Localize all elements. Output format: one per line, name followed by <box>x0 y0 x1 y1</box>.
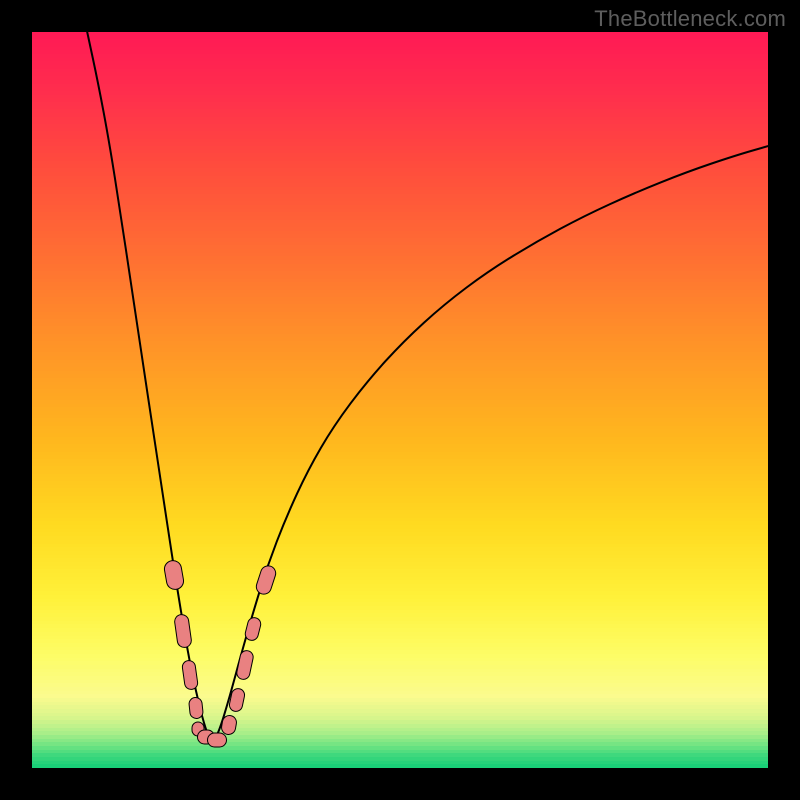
bottleneck-v-curve <box>32 32 768 768</box>
chart-frame: TheBottleneck.com <box>0 0 800 800</box>
watermark-label: TheBottleneck.com <box>594 6 786 32</box>
data-marker <box>207 733 227 748</box>
plot-area <box>32 32 768 768</box>
